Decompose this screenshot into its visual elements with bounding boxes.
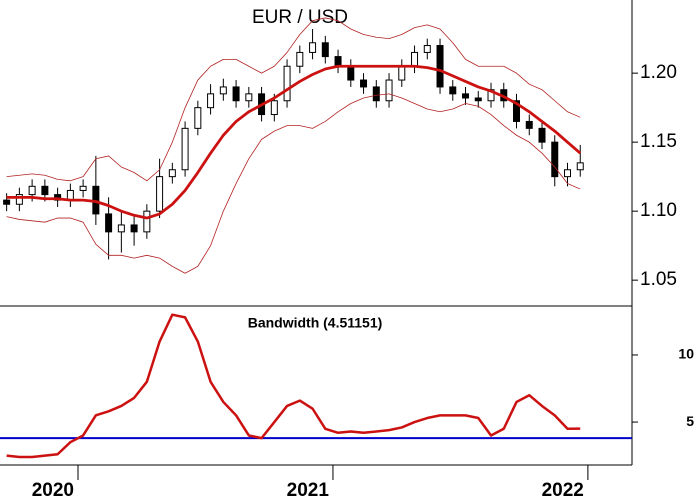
candle-body xyxy=(270,100,278,116)
candle-body xyxy=(436,45,444,88)
candle-body xyxy=(423,45,431,53)
candle-body xyxy=(232,86,240,102)
candle-body xyxy=(372,86,380,102)
x-tick-label: 2021 xyxy=(287,480,330,501)
candle-body xyxy=(334,56,342,67)
candle-body xyxy=(181,127,189,171)
candle-body xyxy=(79,185,87,191)
candle-body xyxy=(513,100,521,122)
candle-body xyxy=(219,86,227,95)
candle-body xyxy=(296,51,304,67)
candle-body xyxy=(130,224,138,233)
candle-body xyxy=(360,79,368,88)
y-tick-label: 1.05 xyxy=(640,269,677,290)
candle-body xyxy=(347,65,355,81)
candle-body xyxy=(563,169,571,178)
x-tick-label: 2020 xyxy=(32,480,74,501)
candle-body xyxy=(105,213,113,233)
candle-body xyxy=(41,185,49,196)
candle-body xyxy=(194,107,202,129)
candle-body xyxy=(245,93,253,102)
candle-body xyxy=(551,141,559,178)
candle-body xyxy=(156,176,164,212)
candle-body xyxy=(449,86,457,95)
y-tick-label: 10 xyxy=(678,346,694,362)
series-line xyxy=(6,64,582,220)
candle-body xyxy=(576,162,584,171)
y-tick-label: 1.15 xyxy=(640,131,677,152)
y-tick-label: 1.20 xyxy=(640,62,677,83)
candle-body xyxy=(207,93,215,109)
candle-body xyxy=(309,42,317,53)
candle-body xyxy=(283,65,291,102)
candle-body xyxy=(411,51,419,67)
candle-body xyxy=(28,185,36,196)
bandwidth-title: Bandwidth (4.51151) xyxy=(248,315,383,331)
candle-body xyxy=(117,224,125,233)
series-line xyxy=(6,17,581,182)
candle-body xyxy=(3,199,11,205)
series-line xyxy=(6,93,581,274)
y-tick-label: 1.10 xyxy=(640,200,677,221)
candle-body xyxy=(15,194,23,205)
candle-body xyxy=(462,93,470,99)
candle-body xyxy=(474,97,482,102)
candle-body xyxy=(538,127,546,143)
price-title: EUR / USD xyxy=(252,7,348,28)
candle-body xyxy=(525,120,533,129)
candle-body xyxy=(168,169,176,178)
x-tick-label: 2022 xyxy=(542,480,584,501)
candle-body xyxy=(321,42,329,58)
candle-body xyxy=(143,210,151,233)
y-tick-label: 5 xyxy=(686,413,694,429)
candle-body xyxy=(385,79,393,102)
series-line xyxy=(6,313,581,459)
candle-body xyxy=(398,65,406,81)
